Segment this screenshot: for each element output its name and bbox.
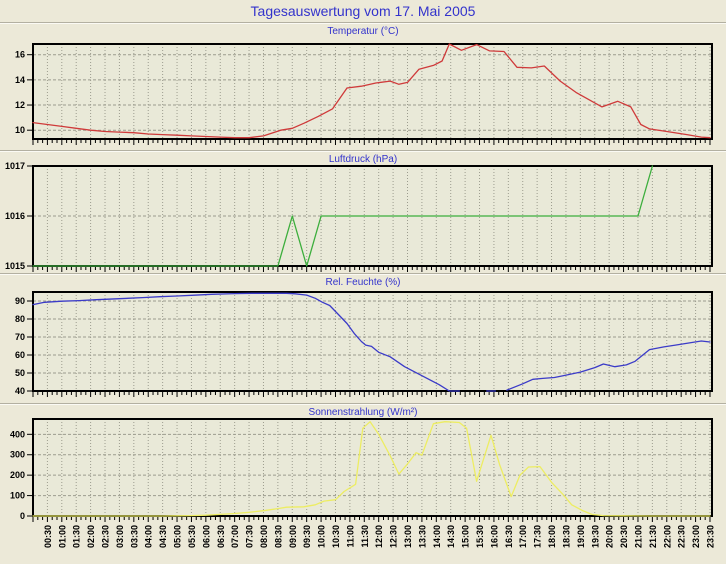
pressure-chart-svg: 1015 1016 1017 bbox=[5, 161, 713, 272]
svg-text:14:30: 14:30 bbox=[446, 525, 456, 548]
svg-text:02:00: 02:00 bbox=[86, 525, 96, 548]
svg-text:200: 200 bbox=[10, 470, 25, 480]
svg-text:22:30: 22:30 bbox=[677, 525, 687, 548]
svg-text:15:00: 15:00 bbox=[461, 525, 471, 548]
svg-text:12: 12 bbox=[15, 100, 25, 110]
temperature-chart-title: Temperatur (°C) bbox=[327, 26, 399, 37]
svg-text:00:30: 00:30 bbox=[43, 525, 53, 548]
svg-text:16:30: 16:30 bbox=[504, 525, 514, 548]
svg-text:40: 40 bbox=[15, 386, 25, 396]
svg-text:11:00: 11:00 bbox=[345, 525, 355, 548]
svg-text:06:00: 06:00 bbox=[201, 525, 211, 548]
svg-text:11:30: 11:30 bbox=[360, 525, 370, 548]
svg-text:19:00: 19:00 bbox=[576, 525, 586, 548]
svg-text:21:30: 21:30 bbox=[648, 525, 658, 548]
svg-text:19:30: 19:30 bbox=[590, 525, 600, 548]
panel-separator bbox=[0, 403, 726, 405]
svg-text:13:30: 13:30 bbox=[417, 525, 427, 548]
svg-text:80: 80 bbox=[15, 314, 25, 324]
panel-separator bbox=[0, 22, 726, 24]
svg-text:10:30: 10:30 bbox=[331, 525, 341, 548]
svg-text:17:00: 17:00 bbox=[518, 525, 528, 548]
svg-text:21:00: 21:00 bbox=[633, 525, 643, 548]
svg-text:22:00: 22:00 bbox=[662, 525, 672, 548]
radiation-chart-svg: 0 100 200 300 400 00:30 01:00 01:30 02:00 02:30 03… bbox=[10, 418, 715, 548]
svg-text:03:00: 03:00 bbox=[115, 525, 125, 548]
svg-text:12:00: 12:00 bbox=[374, 525, 384, 548]
panel-separator bbox=[0, 273, 726, 275]
svg-text:18:00: 18:00 bbox=[547, 525, 557, 548]
svg-text:12:30: 12:30 bbox=[389, 525, 399, 548]
svg-text:16: 16 bbox=[15, 50, 25, 60]
svg-text:50: 50 bbox=[15, 368, 25, 378]
svg-text:06:30: 06:30 bbox=[216, 525, 226, 548]
svg-text:300: 300 bbox=[10, 450, 25, 460]
svg-text:70: 70 bbox=[15, 332, 25, 342]
temperature-chart-svg: 10 12 14 16 bbox=[15, 43, 713, 145]
svg-text:1015: 1015 bbox=[5, 261, 25, 271]
svg-text:1016: 1016 bbox=[5, 211, 25, 221]
svg-text:07:00: 07:00 bbox=[230, 525, 240, 548]
svg-text:03:30: 03:30 bbox=[129, 525, 139, 548]
humidity-chart-svg: 40 50 60 70 80 90 bbox=[15, 291, 713, 397]
chart-panel-radiation: 0 100 200 300 400 00:30 01:00 01:30 02:00 02:30 03… bbox=[0, 405, 726, 564]
svg-text:13:00: 13:00 bbox=[403, 525, 413, 548]
chart-panel-temperature: 10 12 14 16 Temperatur (°C) bbox=[0, 24, 726, 151]
svg-text:17:30: 17:30 bbox=[533, 525, 543, 548]
pressure-chart-title: Luftdruck (hPa) bbox=[328, 154, 398, 165]
svg-text:90: 90 bbox=[15, 296, 25, 306]
svg-text:100: 100 bbox=[10, 491, 25, 501]
svg-text:14:00: 14:00 bbox=[432, 525, 442, 548]
svg-text:1017: 1017 bbox=[5, 161, 25, 171]
chart-panel-humidity: 40 50 60 70 80 90 Rel. Feuchte (%) bbox=[0, 275, 726, 404]
svg-text:08:00: 08:00 bbox=[259, 525, 269, 548]
svg-text:04:30: 04:30 bbox=[158, 525, 168, 548]
svg-text:09:00: 09:00 bbox=[288, 525, 298, 548]
svg-text:0: 0 bbox=[20, 511, 25, 521]
svg-text:23:00: 23:00 bbox=[691, 525, 701, 548]
svg-text:23:30: 23:30 bbox=[705, 525, 715, 548]
panel-separator bbox=[0, 150, 726, 152]
svg-text:60: 60 bbox=[15, 350, 25, 360]
svg-text:14: 14 bbox=[15, 75, 25, 85]
svg-text:09:30: 09:30 bbox=[302, 525, 312, 548]
svg-text:20:00: 20:00 bbox=[605, 525, 615, 548]
svg-text:07:30: 07:30 bbox=[245, 525, 255, 548]
svg-text:08:30: 08:30 bbox=[273, 525, 283, 548]
svg-text:20:30: 20:30 bbox=[619, 525, 629, 548]
svg-text:15:30: 15:30 bbox=[475, 525, 485, 548]
svg-text:05:00: 05:00 bbox=[173, 525, 183, 548]
svg-text:10:00: 10:00 bbox=[317, 525, 327, 548]
svg-text:400: 400 bbox=[10, 429, 25, 439]
svg-text:01:30: 01:30 bbox=[72, 525, 82, 548]
svg-text:05:30: 05:30 bbox=[187, 525, 197, 548]
svg-text:10: 10 bbox=[15, 125, 25, 135]
svg-text:16:00: 16:00 bbox=[489, 525, 499, 548]
page-title: Tagesauswertung vom 17. Mai 2005 bbox=[250, 3, 476, 19]
svg-text:04:00: 04:00 bbox=[144, 525, 154, 548]
svg-text:02:30: 02:30 bbox=[101, 525, 111, 548]
humidity-chart-title: Rel. Feuchte (%) bbox=[325, 277, 401, 288]
svg-text:18:30: 18:30 bbox=[561, 525, 571, 548]
chart-panel-pressure: 1015 1016 1017 Luftdruck (hPa) bbox=[0, 152, 726, 274]
radiation-chart-title: Sonnenstrahlung (W/m²) bbox=[308, 407, 418, 418]
svg-text:01:00: 01:00 bbox=[57, 525, 67, 548]
